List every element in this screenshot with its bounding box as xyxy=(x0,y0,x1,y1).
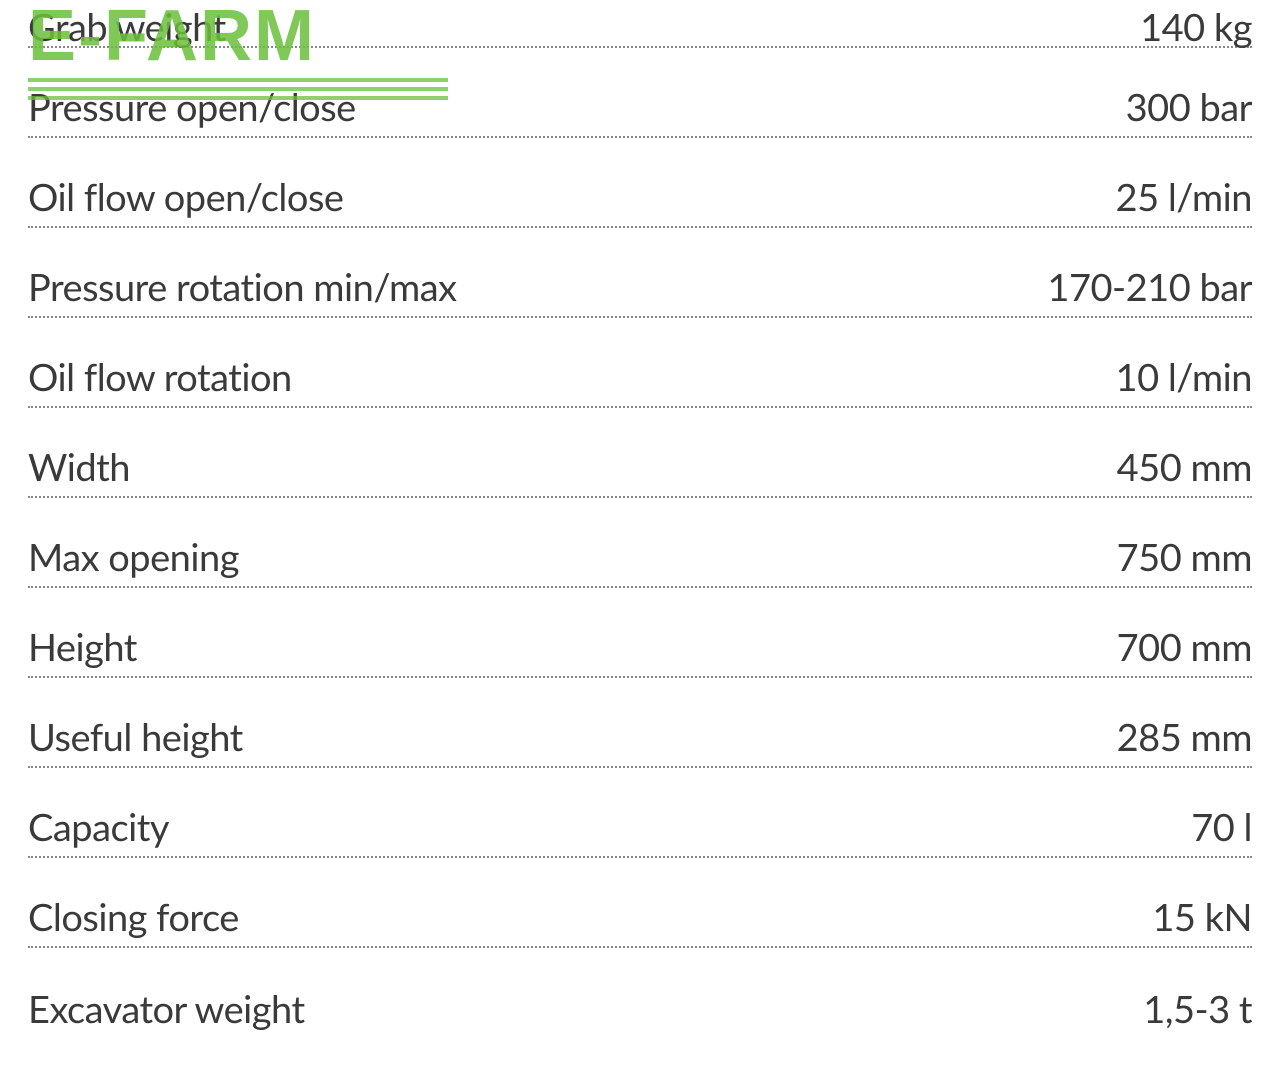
spec-label: Oil flow rotation xyxy=(28,354,292,400)
spec-value: 285 mm xyxy=(1117,714,1252,760)
spec-value: 10 l/min xyxy=(1116,354,1252,400)
spec-value: 70 l xyxy=(1191,804,1252,850)
table-row: Oil flow open/close 25 l/min xyxy=(28,138,1252,228)
table-row: Pressure rotation min/max 170-210 bar xyxy=(28,228,1252,318)
table-row: Closing force 15 kN xyxy=(28,858,1252,948)
spec-value: 170-210 bar xyxy=(1047,264,1252,310)
spec-label: Capacity xyxy=(28,804,169,850)
spec-label: Closing force xyxy=(28,894,239,940)
table-row: Height 700 mm xyxy=(28,588,1252,678)
spec-label: Oil flow open/close xyxy=(28,174,343,220)
table-row: Grab weight 140 kg xyxy=(28,0,1252,48)
table-row: Excavator weight 1,5-3 t xyxy=(28,948,1252,1038)
spec-label: Pressure open/close xyxy=(28,84,356,130)
table-row: Oil flow rotation 10 l/min xyxy=(28,318,1252,408)
spec-value: 1,5-3 t xyxy=(1143,986,1252,1032)
spec-label: Width xyxy=(28,444,130,490)
spec-label: Grab weight xyxy=(28,4,226,50)
spec-value: 25 l/min xyxy=(1116,174,1252,220)
spec-label: Height xyxy=(28,624,137,670)
table-row: Max opening 750 mm xyxy=(28,498,1252,588)
spec-label: Pressure rotation min/max xyxy=(28,264,457,310)
spec-value: 300 bar xyxy=(1126,84,1252,130)
spec-value: 750 mm xyxy=(1117,534,1252,580)
spec-value: 700 mm xyxy=(1117,624,1252,670)
table-row: Capacity 70 l xyxy=(28,768,1252,858)
spec-label: Excavator weight xyxy=(28,986,305,1032)
table-row: Pressure open/close 300 bar xyxy=(28,48,1252,138)
spec-label: Useful height xyxy=(28,714,243,760)
spec-value: 140 kg xyxy=(1140,4,1252,50)
spec-value: 15 kN xyxy=(1152,894,1252,940)
specifications-table: Grab weight 140 kg Pressure open/close 3… xyxy=(0,0,1280,1038)
spec-value: 450 mm xyxy=(1117,444,1252,490)
spec-label: Max opening xyxy=(28,534,239,580)
table-row: Width 450 mm xyxy=(28,408,1252,498)
table-row: Useful height 285 mm xyxy=(28,678,1252,768)
